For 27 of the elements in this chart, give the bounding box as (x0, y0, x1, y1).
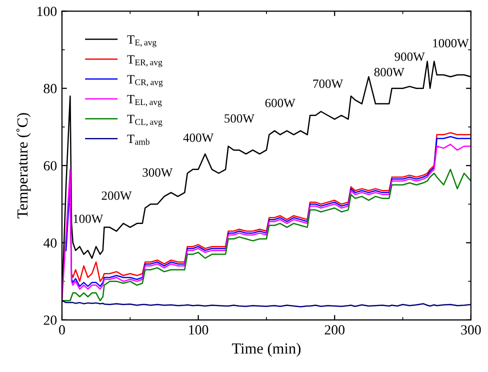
y-axis-title: Temperature (˚C) (16, 113, 31, 218)
x-axis-title: Time (min) (232, 342, 301, 357)
annotation: 600W (265, 98, 296, 108)
legend-label: T$_{E,avg}$ (127, 35, 156, 48)
y-tick-label: 60 (44, 161, 57, 170)
legend-label: T$_{CR,avg}$ (127, 75, 163, 87)
legend-label: T$_{amb}$ (127, 134, 150, 145)
annotation: 900W (394, 52, 425, 61)
x-tick-label: 200 (324, 325, 344, 335)
x-tick-label: 300 (461, 325, 481, 335)
annotation: 300W (142, 168, 173, 177)
y-tick-label: 20 (44, 316, 57, 325)
legend-label: T$_{EL,avg}$ (127, 95, 162, 107)
y-tick-label: 40 (43, 238, 57, 248)
annotation: 1000W (433, 38, 469, 48)
annotation: 400W (183, 134, 214, 142)
annotation: 800W (374, 68, 404, 76)
y-tick-label: 100 (38, 6, 57, 16)
annotation: 500W (224, 114, 254, 123)
annotation: 700W (313, 80, 344, 88)
annotation: 100W (74, 214, 104, 224)
y-tick-label: 80 (44, 84, 57, 94)
legend-label: T$_{ER,avg}$ (127, 55, 162, 68)
x-tick-label: 100 (189, 325, 208, 335)
x-tick-label: 0 (59, 325, 65, 335)
legend-label: T$_{CL,avg}$ (127, 114, 162, 127)
annotation: 200W (102, 191, 132, 200)
